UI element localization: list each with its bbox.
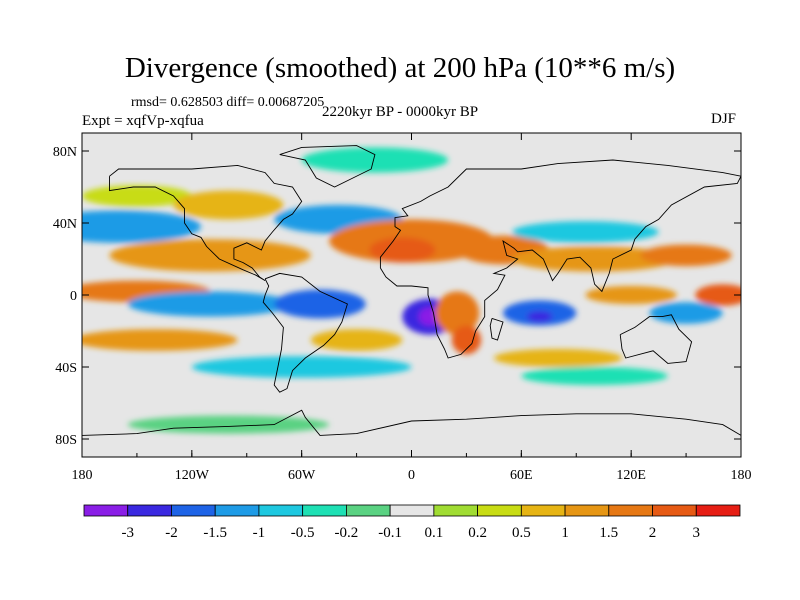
colorbar-swatch — [127, 504, 172, 517]
colorbar-swatch — [695, 504, 741, 517]
field-asia-low — [512, 221, 659, 243]
divergence-field — [82, 147, 741, 434]
chart-title: Divergence (smoothed) at 200 hPa (10**6 … — [124, 52, 676, 84]
y-tick-label: 40N — [53, 217, 77, 232]
colorbar-swatch — [477, 504, 522, 517]
colorbar-swatch — [258, 504, 304, 517]
field-n-america-ridge — [173, 190, 284, 220]
season-label: DJF — [711, 111, 737, 127]
colorbar-label: 3 — [693, 525, 701, 541]
x-tick-label: 60E — [510, 468, 533, 483]
coastlines — [82, 145, 741, 436]
x-tick-label: 180 — [731, 468, 752, 483]
colorbar-label: 2 — [649, 525, 657, 541]
colorbar-label: 1 — [561, 525, 569, 541]
field-indian-ocean-core — [526, 311, 553, 322]
stats-label: rmsd= 0.628503 diff= 0.00687205 — [131, 95, 325, 110]
coastline-south-america — [262, 272, 348, 393]
experiment-label: Expt = xqfVp-xqfua — [82, 113, 204, 129]
field-s-ocean-low — [521, 367, 668, 385]
colorbar-swatch — [83, 504, 129, 517]
field-antarctic-low — [127, 415, 330, 434]
y-tick-label: 0 — [70, 289, 77, 304]
coastline-madagascar — [489, 317, 504, 341]
x-tick-label: 120E — [616, 468, 646, 483]
colorbar-swatch — [564, 504, 610, 517]
x-tick-label: 0 — [408, 468, 415, 483]
field-maritime-high — [585, 286, 677, 304]
colorbar-swatch — [608, 504, 653, 517]
y-tick-label: 40S — [55, 361, 77, 376]
field-s-atlantic-band — [310, 329, 403, 351]
colorbar-label: -0.1 — [378, 525, 402, 541]
field-south-pacific-band — [82, 329, 238, 351]
field-nw-pacific-core — [640, 244, 732, 267]
y-axis: 80N 40N 0 40S 80S — [53, 145, 741, 448]
colorbar-swatch — [171, 504, 216, 517]
colorbar-swatch — [652, 504, 697, 517]
coastline-antarctica — [82, 409, 741, 436]
field-asia-band — [512, 246, 677, 272]
colorbar-label: -0.2 — [335, 525, 359, 541]
field-n-pacific-storm-track — [82, 210, 201, 243]
field-southern-low — [191, 356, 412, 378]
field-e-africa-high — [435, 291, 480, 335]
colorbar-label: -3 — [121, 525, 134, 541]
colorbar-label: 1.5 — [599, 525, 618, 541]
x-tick-label: 60W — [288, 468, 316, 483]
field-s-indian-band — [493, 349, 623, 367]
colorbar-swatch — [345, 504, 391, 517]
colorbar: -3 -2 -1.5 -1 -0.5 -0.2 -0.1 0.1 0.2 0.5 1 1.5 2 3 — [83, 504, 741, 541]
colorbar-label: 0.1 — [424, 525, 443, 541]
colorbar-swatch — [389, 504, 435, 517]
field-arctic-low — [301, 147, 449, 173]
field-amazon-low — [274, 289, 366, 319]
field-w-pacific-low — [649, 302, 723, 324]
coastline-north-america — [109, 164, 303, 281]
x-tick-label: 180 — [72, 468, 93, 483]
coastline-australia — [619, 314, 693, 364]
colorbar-label: -1.5 — [203, 525, 227, 541]
x-tick-label: 120W — [175, 468, 210, 483]
colorbar-label: -2 — [165, 525, 178, 541]
colorbar-swatch — [214, 504, 260, 517]
x-axis: 180 120W 60W 0 60E 120E 180 — [72, 133, 752, 483]
colorbar-label: 0.2 — [468, 525, 487, 541]
coastline-greenland — [279, 145, 376, 188]
colorbar-swatch — [520, 504, 566, 517]
y-tick-label: 80N — [53, 145, 77, 160]
colorbar-swatch — [433, 504, 479, 517]
colorbar-label: -1 — [253, 525, 266, 541]
colorbar-label: 0.5 — [512, 525, 531, 541]
field-tropical-low-west — [127, 291, 293, 317]
colorbar-label: -0.5 — [291, 525, 315, 541]
coastline-afro-eurasia — [379, 159, 741, 359]
field-mozambique-core — [451, 325, 482, 355]
colorbar-swatch — [302, 504, 347, 517]
period-label: 2220kyr BP - 0000kyr BP — [322, 104, 479, 120]
field-n-africa-core — [369, 237, 436, 263]
field-mid-lat-band-west — [109, 239, 311, 272]
field-equatorial-pacific-west — [695, 284, 741, 306]
y-tick-label: 80S — [55, 433, 77, 448]
